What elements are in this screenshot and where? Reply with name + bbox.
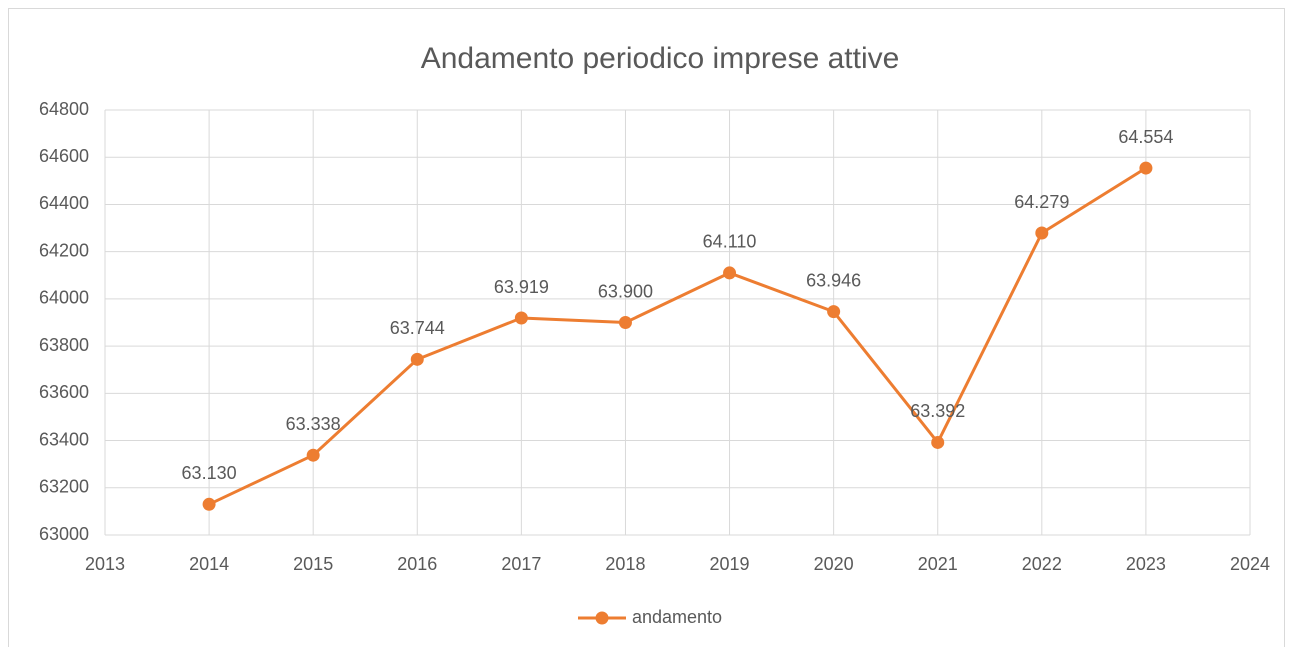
x-tick-label: 2014 <box>189 554 229 574</box>
data-point <box>931 435 945 449</box>
x-tick-label: 2019 <box>710 554 750 574</box>
y-tick-label: 64800 <box>39 99 89 119</box>
data-label: 64.554 <box>1118 127 1173 147</box>
data-point <box>1035 226 1049 240</box>
legend-label: andamento <box>632 607 722 627</box>
data-point <box>723 266 737 280</box>
data-point <box>202 497 216 511</box>
data-point <box>1139 161 1153 175</box>
y-tick-label: 64000 <box>39 288 89 308</box>
x-tick-label: 2016 <box>397 554 437 574</box>
data-point <box>410 352 424 366</box>
data-label: 63.130 <box>182 463 237 483</box>
y-tick-label: 63200 <box>39 477 89 497</box>
data-point <box>618 316 632 329</box>
x-tick-label: 2021 <box>918 554 958 574</box>
y-tick-label: 63600 <box>39 382 89 402</box>
y-tick-label: 64600 <box>39 146 89 166</box>
series-line <box>208 166 1147 506</box>
data-label: 63.919 <box>494 277 549 297</box>
x-tick-label: 2022 <box>1022 554 1062 574</box>
x-tick-label: 2017 <box>501 554 541 574</box>
x-tick-label: 2013 <box>85 554 125 574</box>
data-label: 63.946 <box>806 270 861 290</box>
y-tick-label: 63800 <box>39 335 89 355</box>
data-label: 63.744 <box>390 318 445 338</box>
data-label: 63.392 <box>910 401 965 421</box>
y-tick-label: 63000 <box>39 524 89 544</box>
data-point <box>306 448 320 462</box>
data-label: 64.110 <box>703 232 757 252</box>
y-tick-label: 64200 <box>39 240 89 260</box>
x-tick-label: 2020 <box>814 554 854 574</box>
x-tick-label: 2015 <box>293 554 333 574</box>
chart-frame <box>8 8 1285 647</box>
data-label: 64.279 <box>1014 192 1069 212</box>
data-label: 63.900 <box>598 281 653 301</box>
data-label: 63.338 <box>286 414 341 434</box>
y-tick-label: 64400 <box>39 193 89 213</box>
x-tick-label: 2024 <box>1230 554 1270 574</box>
data-point <box>827 305 841 319</box>
legend-marker <box>595 611 609 625</box>
x-tick-label: 2018 <box>605 554 645 574</box>
y-tick-label: 63400 <box>39 429 89 449</box>
chart-title: Andamento periodico imprese attive <box>421 42 900 75</box>
data-point <box>514 311 528 325</box>
x-tick-label: 2023 <box>1126 554 1166 574</box>
